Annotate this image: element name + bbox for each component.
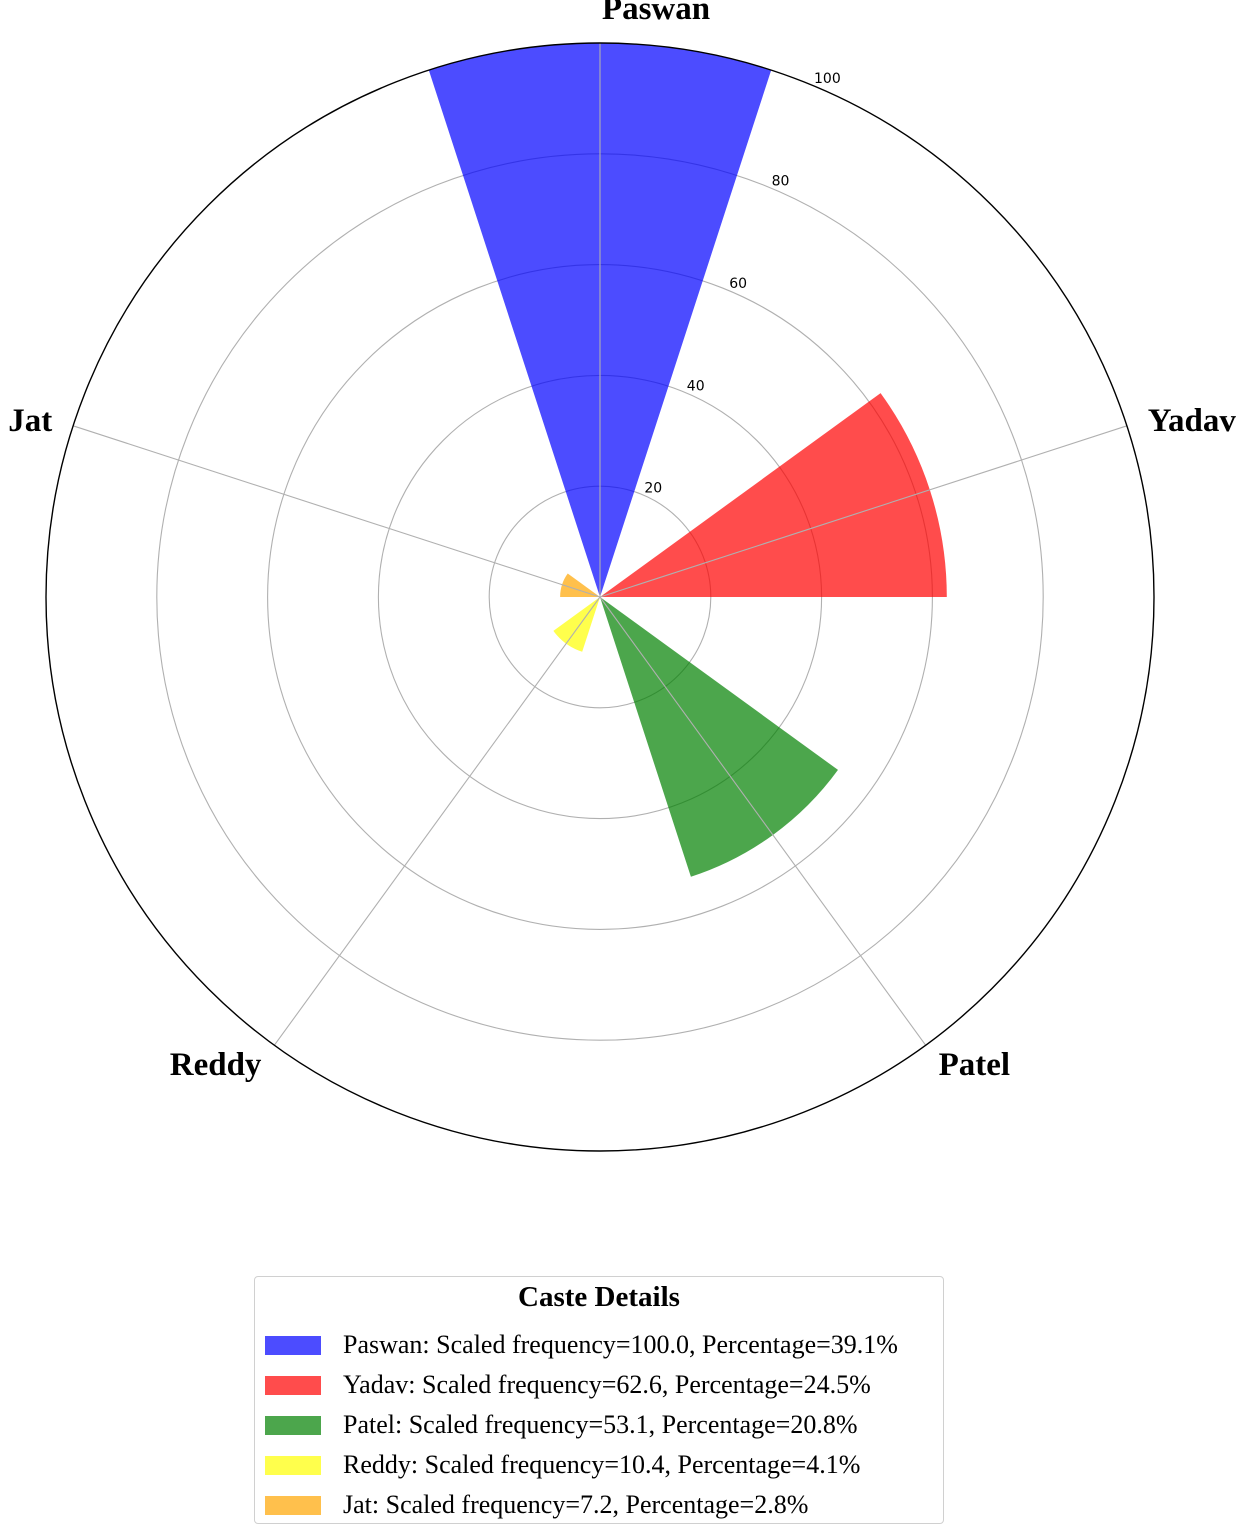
legend-label: Patel: Scaled frequency=53.1, Percentage… <box>343 1410 858 1439</box>
category-label-reddy: Reddy <box>170 1047 262 1083</box>
spoke-layer <box>72 43 1128 1046</box>
legend-swatch <box>265 1415 321 1435</box>
radial-tick-label: 40 <box>687 378 705 394</box>
legend-label: Paswan: Scaled frequency=100.0, Percenta… <box>343 1330 898 1359</box>
bar-jat <box>560 573 600 597</box>
bar-reddy <box>553 597 600 652</box>
legend-entry: Yadav: Scaled frequency=62.6, Percentage… <box>265 1365 898 1405</box>
category-label-yadav: Yadav <box>1148 403 1237 439</box>
legend-label: Yadav: Scaled frequency=62.6, Percentage… <box>343 1370 871 1399</box>
category-label-paswan: Paswan <box>602 0 710 27</box>
category-label-jat: Jat <box>8 403 52 439</box>
legend-entry: Paswan: Scaled frequency=100.0, Percenta… <box>265 1325 898 1365</box>
grid-spoke <box>599 596 927 1046</box>
polar-chart: 20 40 60 80 100 Paswan Yadav Patel Reddy… <box>8 0 1236 1152</box>
grid-spoke <box>599 425 1128 598</box>
legend-label: Jat: Scaled frequency=7.2, Percentage=2.… <box>343 1490 809 1519</box>
legend-swatch <box>265 1455 321 1475</box>
legend-label: Reddy: Scaled frequency=10.4, Percentage… <box>343 1450 861 1479</box>
legend-swatch <box>265 1375 321 1395</box>
legend-title: Caste Details <box>518 1281 680 1313</box>
radial-tick-label: 80 <box>772 174 790 190</box>
radial-tick-label: 20 <box>644 481 662 497</box>
legend-entry: Patel: Scaled frequency=53.1, Percentage… <box>265 1405 898 1445</box>
legend-swatch <box>265 1335 321 1355</box>
legend-swatch <box>265 1495 321 1515</box>
bar-layer <box>428 42 947 877</box>
legend-entry: Reddy: Scaled frequency=10.4, Percentage… <box>265 1445 898 1485</box>
grid-spoke <box>72 425 601 598</box>
bar-yadav <box>600 393 947 597</box>
radial-tick-labels: 20 40 60 80 100 <box>644 71 840 496</box>
grid-spoke <box>273 596 601 1046</box>
bar-patel <box>600 597 838 877</box>
legend: Caste Details Paswan: Scaled frequency=1… <box>254 1276 944 1524</box>
category-label-patel: Patel <box>939 1047 1010 1083</box>
radial-tick-label: 100 <box>814 71 841 87</box>
radial-tick-label: 60 <box>729 276 747 292</box>
category-labels: Paswan Yadav Patel Reddy Jat <box>8 0 1236 1083</box>
legend-entries: Paswan: Scaled frequency=100.0, Percenta… <box>265 1325 898 1525</box>
outer-ring <box>45 42 1155 1152</box>
legend-entry: Jat: Scaled frequency=7.2, Percentage=2.… <box>265 1485 898 1525</box>
